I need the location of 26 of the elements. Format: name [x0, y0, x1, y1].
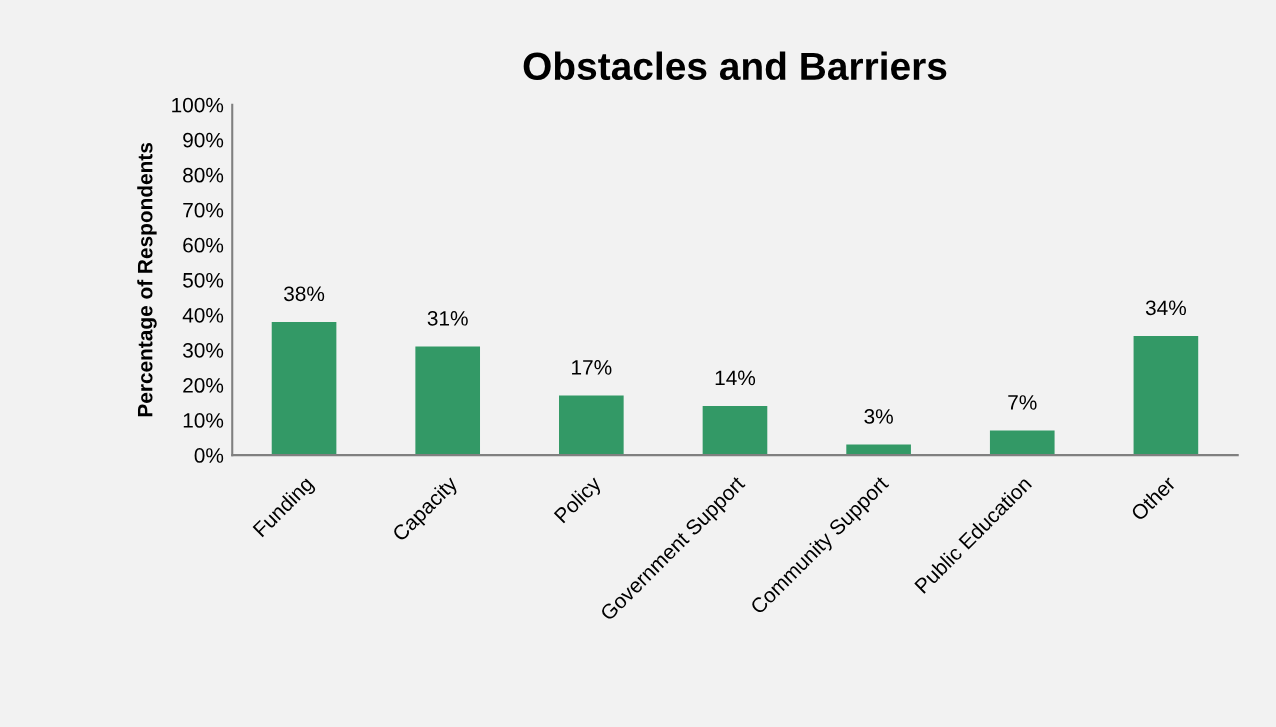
data-label: 17% [572, 360, 612, 375]
bar [271, 321, 337, 456]
y-tick-label: 100% [172, 97, 224, 113]
data-label: 3% [864, 409, 893, 424]
y-tick-label: 20% [183, 378, 224, 393]
data-label: 7% [1008, 395, 1037, 410]
y-tick-label: 30% [183, 342, 224, 358]
y-tick-label: 80% [183, 167, 224, 183]
data-label: 38% [284, 286, 325, 302]
y-tick-label: 50% [183, 272, 224, 288]
data-label: 34% [1145, 300, 1187, 316]
data-label: 14% [715, 370, 756, 386]
bar [1133, 335, 1199, 456]
y-tick-label: 0% [194, 448, 224, 463]
y-tick-label: 60% [183, 237, 224, 253]
bar [702, 406, 768, 456]
y-tick-label: 90% [183, 132, 224, 148]
bar [415, 346, 481, 456]
bar [559, 395, 624, 456]
data-label: 31% [427, 310, 468, 326]
y-tick-label: 70% [183, 202, 224, 218]
y-axis-title: Percentage of Respondents [137, 142, 157, 417]
bar [989, 430, 1055, 456]
chart-title: Obstacles and Barriers [523, 51, 947, 81]
y-tick-label: 10% [183, 413, 224, 428]
y-tick-label: 40% [182, 307, 224, 323]
